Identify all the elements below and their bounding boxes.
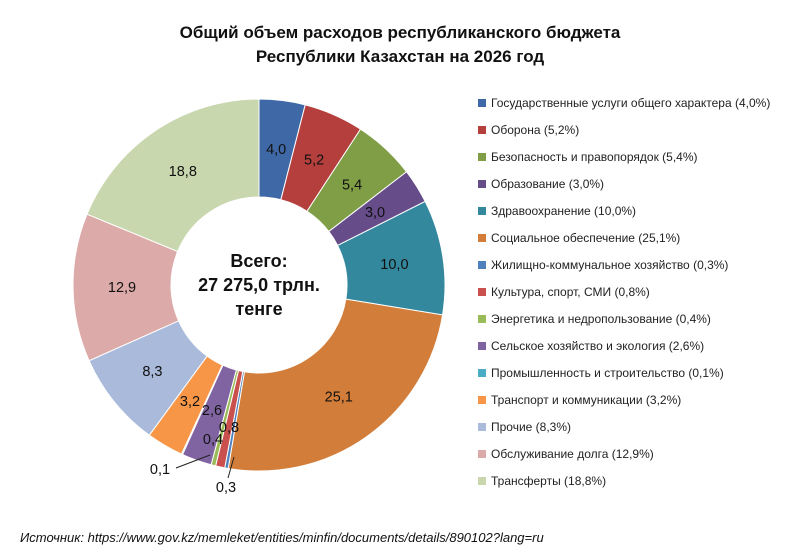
legend-swatch-8 <box>478 288 486 296</box>
chart-title-line-1: Общий объем расходов республиканского бю… <box>180 23 621 42</box>
data-label-1: 4,0 <box>266 142 286 158</box>
legend-item-3: Безопасность и правопорядок (5,4%) <box>491 150 698 164</box>
center-text-line-1: Всего: <box>230 251 287 271</box>
legend-swatch-10 <box>478 342 486 350</box>
data-label-14: 12,9 <box>108 280 136 296</box>
data-label-11: 0,1 <box>150 462 170 478</box>
legend-swatch-15 <box>478 477 486 485</box>
data-label-2: 5,2 <box>304 153 324 169</box>
legend-swatch-3 <box>478 153 486 161</box>
center-text-line-3: тенге <box>235 299 282 319</box>
slice-6 <box>227 298 444 472</box>
legend-item-8: Культура, спорт, СМИ (0,8%) <box>491 285 650 299</box>
data-label-12: 3,2 <box>180 394 200 410</box>
data-label-7: 0,3 <box>216 480 236 496</box>
data-label-5: 10,0 <box>380 257 408 273</box>
data-label-13: 8,3 <box>142 364 162 380</box>
legend-swatch-5 <box>478 207 486 215</box>
legend-item-5: Здравоохранение (10,0%) <box>491 204 636 218</box>
legend-item-9: Энергетика и недропользование (0,4%) <box>491 312 711 326</box>
leader-line-11 <box>175 454 211 469</box>
legend-item-10: Сельское хозяйство и экология (2,6%) <box>491 339 704 353</box>
legend-swatch-7 <box>478 261 486 269</box>
data-label-10: 2,6 <box>202 403 222 419</box>
legend-swatch-2 <box>478 126 486 134</box>
legend-item-6: Социальное обеспечение (25,1%) <box>491 231 680 245</box>
center-text-line-2: 27 275,0 трлн. <box>198 275 320 295</box>
legend-item-14: Обслуживание долга (12,9%) <box>491 447 654 461</box>
legend-item-1: Государственные услуги общего характера … <box>491 96 770 110</box>
legend-item-12: Транспорт и коммуникации (3,2%) <box>491 393 681 407</box>
legend-item-2: Оборона (5,2%) <box>491 123 579 137</box>
data-label-3: 5,4 <box>342 177 362 193</box>
data-label-8: 0,8 <box>219 420 239 436</box>
legend-item-13: Прочие (8,3%) <box>491 420 571 434</box>
legend-item-4: Образование (3,0%) <box>491 177 604 191</box>
legend-swatch-12 <box>478 396 486 404</box>
legend-swatch-1 <box>478 99 486 107</box>
source-note: Источник: https://www.gov.kz/memleket/en… <box>20 530 544 545</box>
legend-item-7: Жилищно-коммунальное хозяйство (0,3%) <box>491 258 728 272</box>
data-label-6: 25,1 <box>325 389 353 405</box>
leader-line-7 <box>227 456 235 479</box>
slice-15 <box>86 98 260 253</box>
legend-swatch-14 <box>478 450 486 458</box>
data-label-9: 0,4 <box>203 432 223 448</box>
legend-swatch-9 <box>478 315 486 323</box>
legend-item-15: Трансферты (18,8%) <box>491 474 606 488</box>
legend-item-11: Промышленность и строительство (0,1%) <box>491 366 724 380</box>
data-label-4: 3,0 <box>365 205 385 221</box>
data-label-15: 18,8 <box>169 164 197 180</box>
legend-swatch-13 <box>478 423 486 431</box>
legend-swatch-11 <box>478 369 486 377</box>
chart-title-line-2: Республики Казахстан на 2026 год <box>256 47 545 66</box>
legend-swatch-4 <box>478 180 486 188</box>
legend-swatch-6 <box>478 234 486 242</box>
